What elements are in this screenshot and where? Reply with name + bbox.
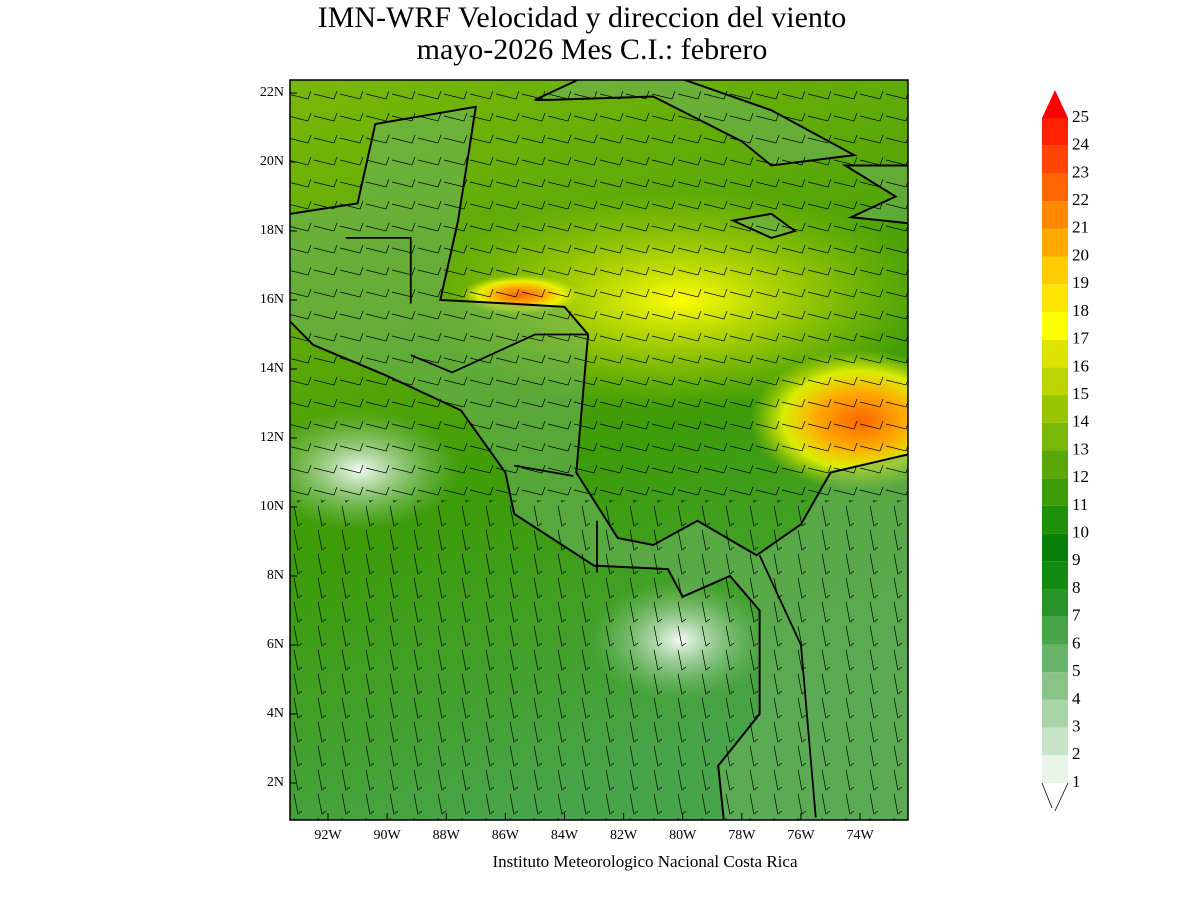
colorbar-box [1042,561,1068,590]
colorbar-box [1042,173,1068,202]
colorbar-box [1042,284,1068,312]
lon-label: 90W [374,828,402,843]
lat-label: 20N [260,154,284,169]
title: IMN-WRF Velocidad y direccion del viento [318,1,847,34]
colorbar-label: 23 [1072,162,1089,181]
lon-label: 76W [787,828,815,843]
lon-label: 74W [846,828,874,843]
colorbar-label: 15 [1072,384,1089,403]
lat-label: 4N [267,706,284,721]
lat-label: 16N [260,292,284,307]
colorbar-label: 19 [1072,273,1089,292]
colorbar-box [1042,478,1068,506]
colorbar-box [1042,228,1068,257]
wind-barbs [290,80,908,500]
colorbar-box [1042,256,1068,285]
lat-label: 10N [260,499,284,514]
lon-label: 88W [433,828,461,843]
map [290,80,908,820]
lat-label: 12N [260,430,284,445]
colorbar-box [1042,699,1068,728]
colorbar-label: 21 [1072,218,1089,237]
colorbar-under [1041,782,1069,812]
colorbar-box [1042,311,1068,340]
colorbar-label: 17 [1072,329,1090,348]
colorbar-label: 16 [1072,356,1089,375]
colorbar-box [1042,505,1068,534]
subtitle: mayo-2026 Mes C.I.: febrero [417,33,768,66]
colorbar-box [1042,533,1068,562]
colorbar-box [1042,644,1068,673]
colorbar-label: 4 [1072,689,1081,708]
colorbar-box [1042,422,1068,451]
colorbar-box [1042,145,1068,174]
colorbar-label: 20 [1072,245,1089,264]
colorbar-label: 8 [1072,578,1081,597]
colorbar-label: 22 [1072,190,1089,209]
colorbar-box [1042,672,1068,700]
colorbar-over [1042,90,1068,118]
colorbar-label: 6 [1072,633,1081,652]
colorbar-label: 10 [1072,523,1089,542]
lon-label: 86W [492,828,520,843]
lon-label: 82W [610,828,638,843]
colorbar-label: 9 [1072,550,1081,569]
colorbar-label: 3 [1072,716,1081,735]
colorbar-label: 24 [1072,135,1090,154]
colorbar-label: 14 [1072,412,1090,431]
lon-label: 84W [551,828,579,843]
colorbar-label: 12 [1072,467,1089,486]
lat-label: 14N [260,361,284,376]
colorbar-box [1042,367,1068,396]
colorbar-box [1042,755,1068,783]
colorbar-label: 18 [1072,301,1089,320]
lat-label: 8N [267,568,284,583]
colorbar-label: 11 [1072,495,1088,514]
wind-barbs [290,500,908,820]
colorbar-label: 7 [1072,606,1081,625]
map-frame [289,79,909,821]
colorbar-box [1042,727,1068,756]
footer: Instituto Meteorologico Nacional Costa R… [493,852,798,871]
colorbar-box [1042,395,1068,423]
lat-label: 6N [267,637,284,652]
colorbar-box [1042,616,1068,645]
colorbar-box [1042,589,1068,617]
colorbar-label: 5 [1072,661,1081,680]
colorbar-box [1042,450,1068,479]
colorbar-label: 2 [1072,744,1081,763]
lon-label: 78W [728,828,756,843]
lon-label: 80W [669,828,697,843]
lat-label: 18N [260,223,284,238]
colorbar-label: 25 [1072,107,1089,126]
colorbar-label: 1 [1072,772,1081,791]
colorbar-box [1042,339,1068,368]
colorbar-box [1042,201,1068,229]
lat-label: 22N [260,85,284,100]
colorbar-label: 13 [1072,439,1089,458]
colorbar-box [1042,118,1068,146]
lat-label: 2N [267,775,284,790]
lon-label: 92W [314,828,342,843]
